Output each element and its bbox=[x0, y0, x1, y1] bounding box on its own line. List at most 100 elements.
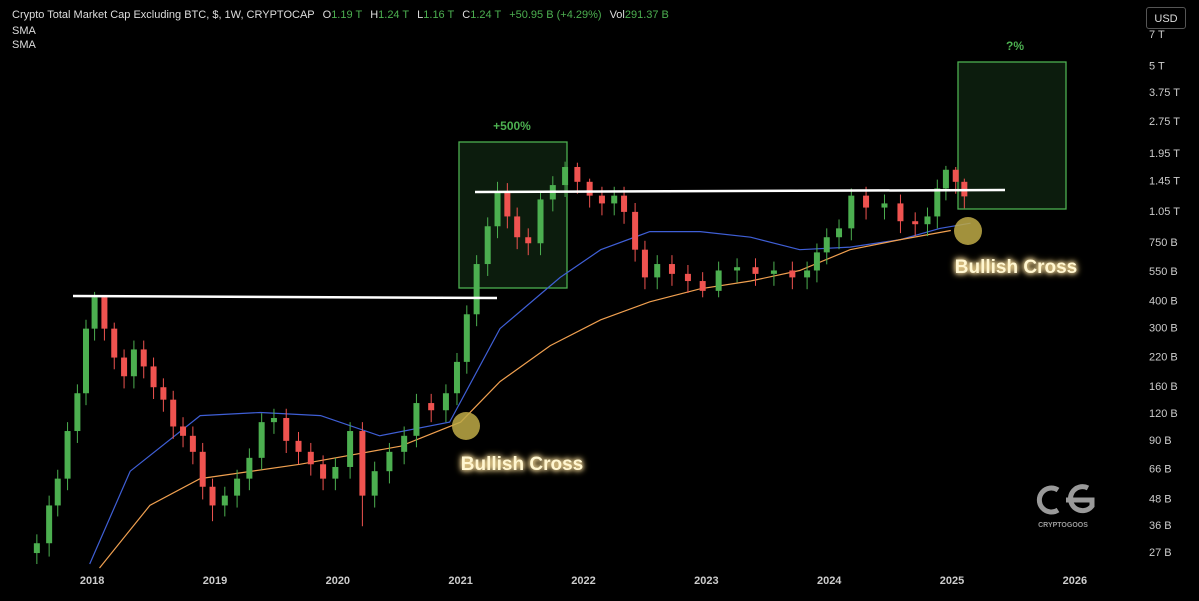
candle-body bbox=[641, 249, 648, 278]
candle-body bbox=[180, 426, 187, 436]
y-tick-label: 400 B bbox=[1149, 296, 1178, 308]
change: +50.95 B (+4.29%) bbox=[509, 9, 602, 21]
candle-body bbox=[863, 195, 870, 208]
legend-entry: SMA bbox=[12, 25, 36, 37]
annotation: ?% bbox=[1006, 39, 1024, 53]
candle-body bbox=[307, 451, 314, 465]
x-tick-label: 2023 bbox=[694, 575, 718, 587]
x-tick-label: 2020 bbox=[326, 575, 350, 587]
target-box bbox=[957, 61, 1067, 210]
x-tick-label: 2021 bbox=[448, 575, 472, 587]
currency-button[interactable]: USD bbox=[1146, 7, 1186, 29]
candle-body bbox=[82, 328, 89, 394]
candle-body bbox=[562, 166, 569, 186]
candle-body bbox=[598, 195, 605, 204]
candle-body bbox=[770, 270, 777, 274]
annotation: Bullish Cross bbox=[955, 257, 1077, 278]
candle-body bbox=[111, 328, 118, 358]
y-tick-label: 27 B bbox=[1149, 547, 1172, 559]
chart-title: Crypto Total Market Cap Excluding BTC, $… bbox=[12, 9, 315, 21]
candle-body bbox=[813, 252, 820, 271]
candle-body bbox=[453, 361, 460, 394]
candle-body bbox=[514, 216, 521, 238]
candle-body bbox=[347, 431, 354, 467]
volume-key: Vol bbox=[609, 9, 625, 21]
candle-body bbox=[632, 211, 639, 250]
candle-body bbox=[221, 495, 228, 506]
quote-key: H bbox=[370, 9, 379, 21]
candle-body bbox=[525, 237, 532, 244]
candle-body bbox=[924, 216, 931, 225]
candle-body bbox=[386, 451, 393, 472]
quote-key: O bbox=[322, 9, 332, 21]
candle-body bbox=[320, 464, 327, 479]
candle-body bbox=[654, 264, 661, 278]
candle-body bbox=[189, 435, 196, 452]
candle-body bbox=[170, 399, 177, 427]
candle-body bbox=[734, 267, 741, 271]
candle-body bbox=[952, 169, 959, 182]
x-tick-label: 2024 bbox=[817, 575, 842, 587]
candle-body bbox=[359, 431, 366, 496]
x-tick-label: 2018 bbox=[80, 575, 104, 587]
candle-body bbox=[574, 166, 581, 182]
sma-line bbox=[89, 222, 971, 565]
candle-body bbox=[54, 478, 61, 506]
candle-body bbox=[442, 393, 449, 411]
candle-body bbox=[586, 181, 593, 196]
candle-body bbox=[121, 357, 128, 377]
candle-body bbox=[246, 457, 253, 479]
candle-body bbox=[46, 505, 53, 544]
y-tick-label: 160 B bbox=[1149, 381, 1178, 393]
candle-body bbox=[160, 387, 167, 400]
candle-body bbox=[91, 297, 98, 329]
y-tick-label: 90 B bbox=[1149, 435, 1172, 447]
y-tick-label: 7 T bbox=[1149, 29, 1165, 41]
candle-body bbox=[789, 270, 796, 278]
y-tick-label: 3.75 T bbox=[1149, 87, 1180, 99]
x-tick-label: 2022 bbox=[571, 575, 595, 587]
volume-value: 291.37 B bbox=[624, 9, 669, 21]
resistance-line bbox=[72, 294, 498, 300]
candle-body bbox=[234, 478, 241, 496]
cross-marker bbox=[452, 412, 480, 440]
candle-body bbox=[199, 451, 206, 487]
candle-body bbox=[537, 199, 544, 244]
candle-body bbox=[752, 267, 759, 274]
y-tick-label: 120 B bbox=[1149, 408, 1178, 420]
candle-body bbox=[283, 418, 290, 441]
y-tick-label: 300 B bbox=[1149, 323, 1178, 335]
candle-body bbox=[836, 228, 843, 238]
candle-body bbox=[140, 349, 147, 367]
candle-body bbox=[699, 281, 706, 291]
y-tick-label: 1.95 T bbox=[1149, 148, 1180, 160]
x-tick-label: 2019 bbox=[203, 575, 227, 587]
y-tick-label: 1.45 T bbox=[1149, 176, 1180, 188]
candle-body bbox=[130, 349, 137, 377]
y-tick-label: 220 B bbox=[1149, 351, 1178, 363]
annotation: +500% bbox=[493, 119, 531, 133]
x-tick-label: 2026 bbox=[1063, 575, 1087, 587]
y-tick-label: 2.75 T bbox=[1149, 116, 1180, 128]
candle-body bbox=[258, 422, 265, 458]
candle-body bbox=[494, 191, 501, 227]
watermark: CRYPTOGOOS bbox=[1038, 522, 1088, 529]
x-tick-label: 2025 bbox=[940, 575, 964, 587]
quote-value: 1.16 T bbox=[423, 9, 455, 21]
y-tick-label: 1.05 T bbox=[1149, 206, 1180, 218]
candle-body bbox=[668, 264, 675, 274]
cross-marker bbox=[954, 217, 982, 245]
candle-body bbox=[428, 403, 435, 411]
candle-body bbox=[715, 270, 722, 291]
y-tick-label: 550 B bbox=[1149, 266, 1178, 278]
quote-value: 1.24 T bbox=[378, 9, 410, 21]
candle-body bbox=[621, 195, 628, 212]
candle-body bbox=[897, 203, 904, 222]
annotation: Bullish Cross bbox=[461, 454, 583, 475]
candle-body bbox=[371, 471, 378, 496]
candle-body bbox=[942, 169, 949, 189]
candle-body bbox=[101, 297, 108, 329]
candle-body bbox=[463, 314, 470, 362]
